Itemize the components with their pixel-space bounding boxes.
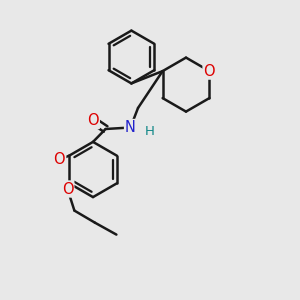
Text: O: O xyxy=(87,113,99,128)
Text: O: O xyxy=(62,182,73,196)
Text: O: O xyxy=(54,152,65,167)
Text: N: N xyxy=(125,120,136,135)
Text: O: O xyxy=(204,64,215,79)
Text: H: H xyxy=(145,124,154,138)
